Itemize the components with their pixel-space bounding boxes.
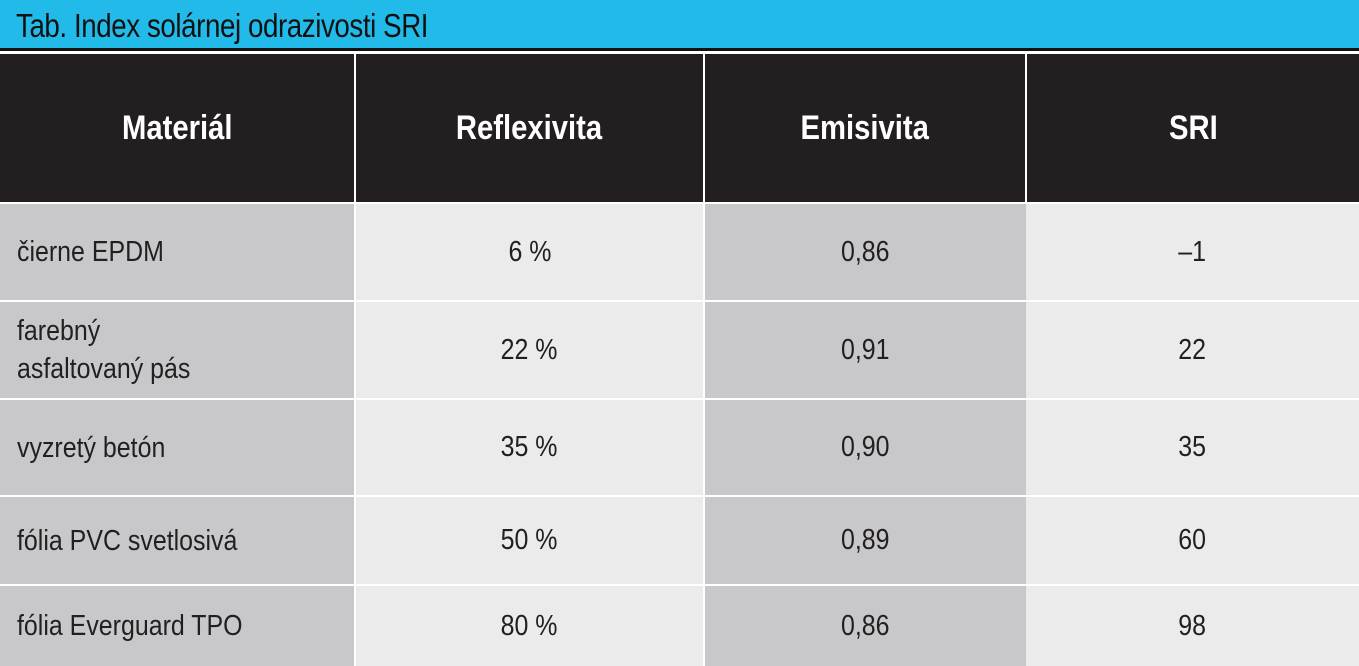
cell-reflexivita: 80 % [354,584,704,666]
header-material: Materiál [0,54,355,203]
cell-material: fólia Everguard TPO [0,584,355,666]
table-row: fólia Everguard TPO 80 % 0,86 98 [0,584,1359,666]
cell-sri: 98 [1026,584,1359,666]
table-row: farebný asfaltovaný pás 22 % 0,91 22 [0,300,1359,399]
cell-sri: –1 [1026,202,1359,301]
cell-reflexivita: 22 % [354,300,704,399]
cell-sri: 22 [1026,300,1359,399]
cell-emisivita: 0,89 [703,495,1026,585]
cell-emisivita: 0,86 [703,202,1026,301]
table-row: vyzretý betón 35 % 0,90 35 [0,398,1359,496]
header-row: Materiál Reflexivita Emisivita SRI [0,54,1359,203]
cell-emisivita: 0,86 [703,584,1026,666]
cell-sri: 60 [1026,495,1359,585]
cell-reflexivita: 35 % [354,398,704,496]
cell-sri: 35 [1026,398,1359,496]
cell-material: farebný asfaltovaný pás [0,300,355,399]
cell-reflexivita: 6 % [354,202,704,301]
header-reflexivita: Reflexivita [354,54,704,203]
cell-emisivita: 0,91 [703,300,1026,399]
title-bar: Tab. Index solárnej odrazivosti SRI [0,0,1359,51]
cell-material: fólia PVC svetlosivá [0,495,355,585]
cell-reflexivita: 50 % [354,495,704,585]
cell-material: vyzretý betón [0,398,355,496]
table-row: fólia PVC svetlosivá 50 % 0,89 60 [0,495,1359,585]
cell-material: čierne EPDM [0,202,355,301]
cell-emisivita: 0,90 [703,398,1026,496]
header-emisivita: Emisivita [703,54,1026,203]
sri-table: Materiál Reflexivita Emisivita SRI čiern… [0,54,1359,666]
header-sri: SRI [1025,54,1359,203]
table-row: čierne EPDM 6 % 0,86 –1 [0,202,1359,301]
table-title: Tab. Index solárnej odrazivosti SRI [16,7,429,44]
